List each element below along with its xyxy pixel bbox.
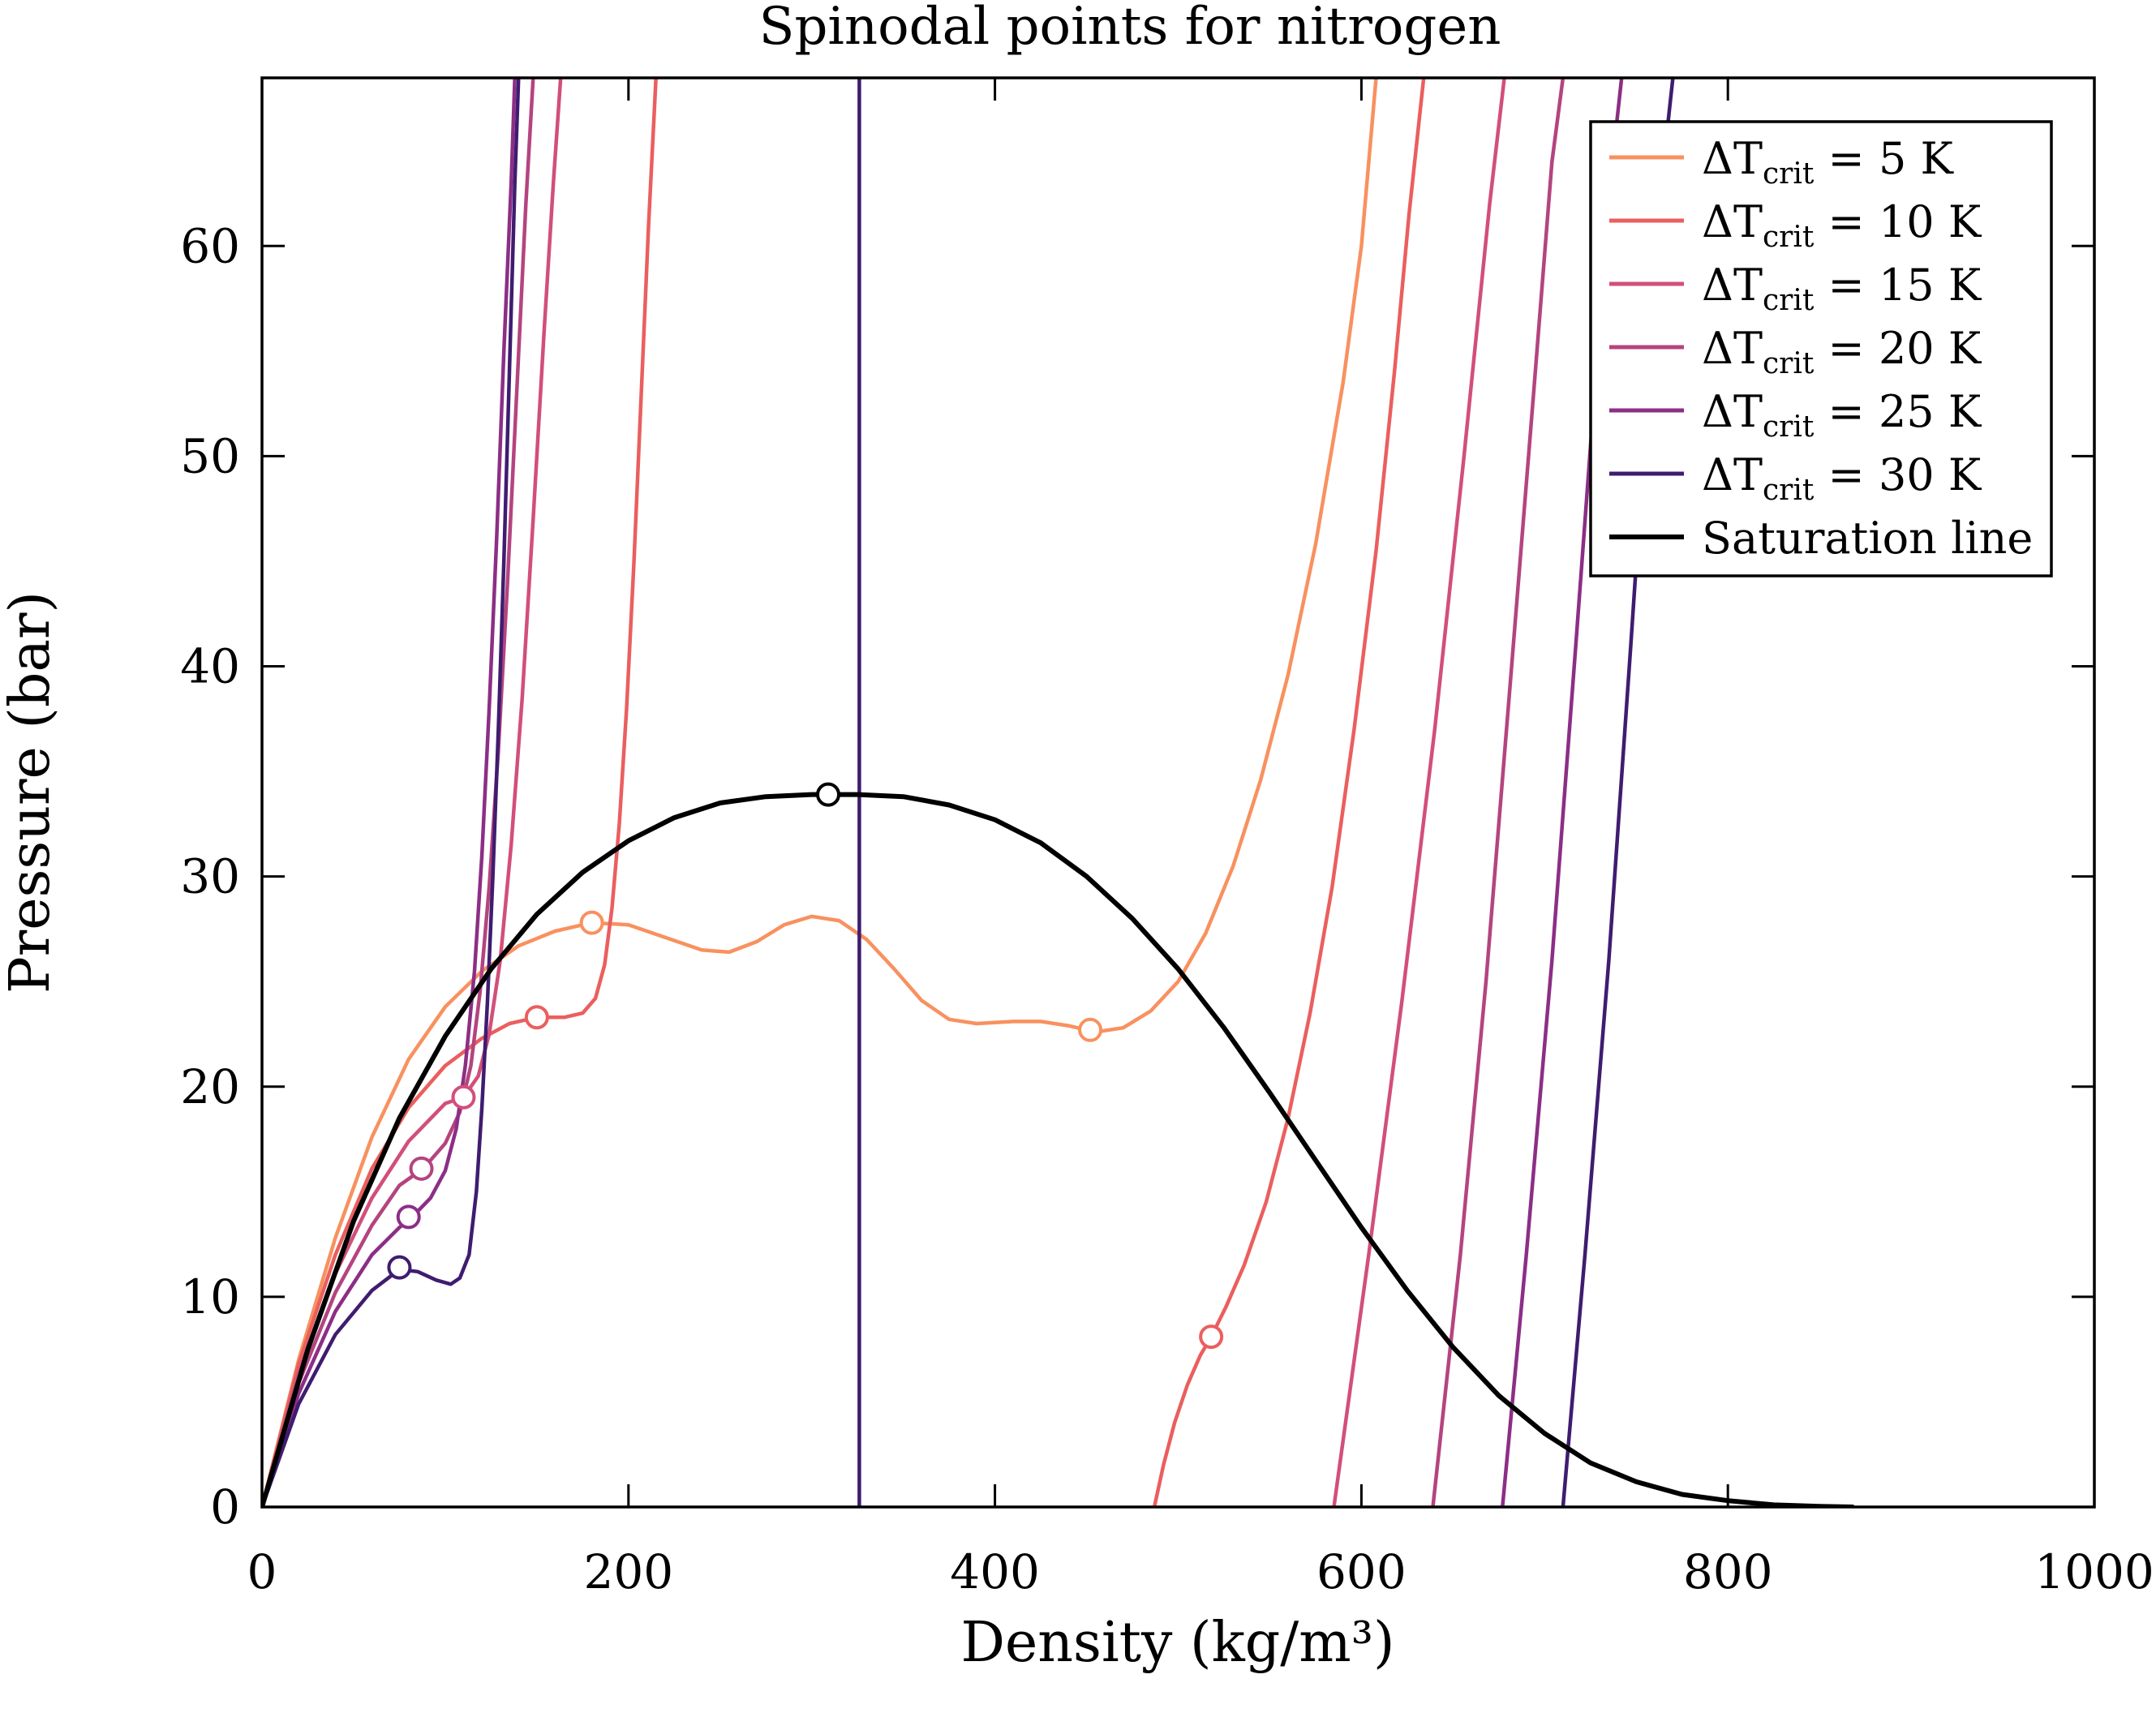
y-tick-label: 20: [180, 1059, 240, 1114]
legend-label: ΔTcrit = 25 K: [1702, 386, 1982, 444]
spinodal-marker: [1199, 1324, 1224, 1350]
legend-entry: ΔTcrit = 5 K: [1609, 133, 1954, 191]
y-tick-labels: 0 10 20 30 40 50 60: [180, 218, 240, 1535]
spinodal-marker: [387, 1255, 412, 1280]
series-dt-crit-10-k: [262, 78, 1426, 1507]
legend-entry: ΔTcrit = 25 K: [1609, 386, 1982, 444]
series-dt-crit-15-k: [262, 78, 1506, 1507]
x-tick-label: 0: [247, 1544, 277, 1599]
x-axis-label: Density (kg/m³): [960, 1611, 1394, 1675]
spinodal-marker: [451, 1084, 476, 1110]
legend-label: ΔTcrit = 10 K: [1702, 196, 1982, 254]
x-tick-labels: 0 200 400 600 800 1000: [247, 1544, 2154, 1599]
legend-label: ΔTcrit = 15 K: [1702, 260, 1982, 317]
spinodal-marker: [1078, 1017, 1103, 1042]
series-line: [262, 792, 1855, 1507]
series-line: [262, 78, 563, 1507]
series-line: [1431, 78, 1565, 1507]
legend-entry: ΔTcrit = 15 K: [1609, 260, 1982, 317]
legend-entry: Saturation line: [1609, 513, 2033, 564]
spinodal-marker: [396, 1204, 421, 1230]
spinodal-marker: [816, 782, 841, 807]
series-line: [262, 78, 521, 1507]
chart-title: Spinodal points for nitrogen: [759, 0, 1501, 57]
x-tick-label: 200: [583, 1544, 673, 1599]
legend-label: Saturation line: [1702, 513, 2033, 564]
series-saturation-line: [262, 792, 1855, 1507]
x-tick-label: 600: [1316, 1544, 1407, 1599]
y-tick-label: 0: [210, 1479, 240, 1535]
y-tick-label: 10: [180, 1269, 240, 1324]
series-line: [1332, 78, 1506, 1507]
spinodal-marker: [524, 1005, 549, 1030]
y-tick-label: 60: [180, 218, 240, 273]
series-dt-crit-20-k: [262, 78, 1565, 1507]
legend-entry: ΔTcrit = 30 K: [1609, 449, 1982, 507]
plot-frame: [260, 76, 2096, 1509]
spinodal-marker: [409, 1156, 434, 1181]
y-tick-label: 40: [180, 639, 240, 694]
legend-label: ΔTcrit = 30 K: [1702, 449, 1982, 507]
legend-label: ΔTcrit = 20 K: [1702, 323, 1982, 380]
y-axis-label: Pressure (bar): [0, 591, 62, 994]
y-tick-label: 30: [180, 849, 240, 904]
series-dt-crit-30-k: [262, 78, 1675, 1507]
x-tick-label: 400: [950, 1544, 1040, 1599]
series-line: [262, 78, 658, 1507]
x-tick-label: 1000: [2034, 1544, 2154, 1599]
spinodal-marker: [579, 910, 604, 935]
legend-entry: ΔTcrit = 20 K: [1609, 323, 1982, 380]
series-dt-crit-25-k: [262, 78, 1624, 1507]
series-line: [262, 78, 535, 1507]
x-tick-label: 800: [1683, 1544, 1773, 1599]
series-line: [262, 78, 517, 1507]
legend-label: ΔTcrit = 5 K: [1702, 133, 1954, 191]
legend-entry: ΔTcrit = 10 K: [1609, 196, 1982, 254]
y-tick-label: 50: [180, 428, 240, 483]
plot-area: [262, 78, 1855, 1507]
series-line: [1152, 78, 1426, 1507]
